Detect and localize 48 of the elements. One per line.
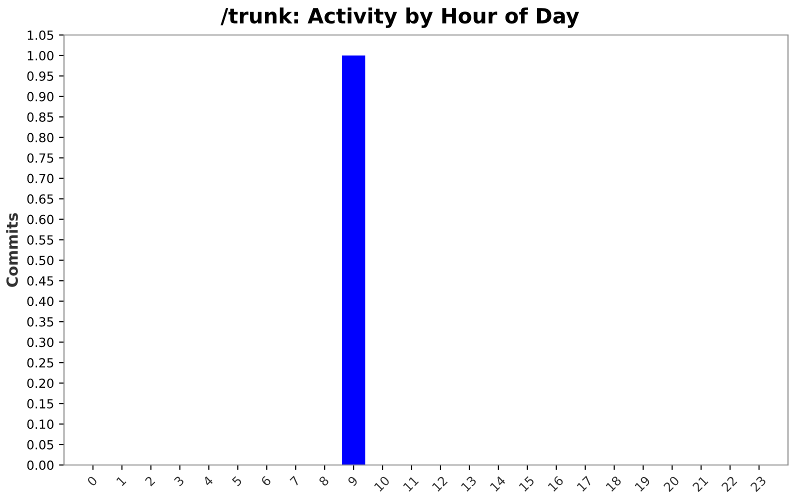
x-tick-label: 2 xyxy=(144,476,156,486)
y-tick-label: 0.05 xyxy=(27,440,54,450)
x-tick-label: 13 xyxy=(460,476,477,492)
y-tick-label: 0.30 xyxy=(27,338,54,348)
y-tick-label: 0.75 xyxy=(27,153,54,163)
x-tick-label: 8 xyxy=(318,475,330,487)
x-tick-label: 23 xyxy=(750,476,767,492)
x-tick-label: 18 xyxy=(605,475,622,492)
y-axis-title: Commits xyxy=(6,213,18,287)
x-tick-label: 20 xyxy=(663,475,680,492)
y-tick-label: 0.70 xyxy=(27,174,54,184)
x-tick-label: 16 xyxy=(548,475,564,492)
y-tick-label: 0.00 xyxy=(27,460,54,470)
x-tick-label: 22 xyxy=(720,476,738,492)
y-tick-label: 0.60 xyxy=(27,214,54,224)
y-tick-label: 0.80 xyxy=(27,132,54,142)
x-tick-label: 9 xyxy=(347,476,358,487)
x-tick-label: 4 xyxy=(202,475,214,487)
x-tick-label: 10 xyxy=(374,475,390,492)
x-tick-label: 5 xyxy=(232,476,242,487)
y-tick-label: 0.90 xyxy=(27,92,54,102)
x-tick-label: 7 xyxy=(290,476,300,486)
x-tick-label: 21 xyxy=(692,476,708,492)
x-tick-label: 0 xyxy=(86,475,98,487)
y-tick-label: 1.05 xyxy=(28,30,54,40)
y-tick-label: 0.50 xyxy=(27,256,54,266)
x-tick-label: 6 xyxy=(260,475,272,487)
y-tick-label: 0.35 xyxy=(27,317,54,327)
x-tick-label: 19 xyxy=(634,476,651,492)
y-tick-label: 0.65 xyxy=(27,194,54,204)
y-tick-label: 0.10 xyxy=(27,420,54,429)
y-tick-label: 0.20 xyxy=(27,378,54,388)
y-tick-label: 0.95 xyxy=(27,71,54,81)
chart-title: /trunk: Activity by Hour of Day xyxy=(220,8,580,28)
y-tick-label: 0.40 xyxy=(27,296,54,306)
x-tick-label: 11 xyxy=(402,476,419,492)
y-tick-label: 0.45 xyxy=(27,276,54,286)
x-tick-label: 1 xyxy=(116,476,126,486)
x-tick-label: 14 xyxy=(490,475,506,492)
y-tick-label: 1.00 xyxy=(28,50,54,60)
y-tick-label: 0.25 xyxy=(27,358,54,368)
x-tick-label: 3 xyxy=(174,476,185,487)
y-tick-label: 0.85 xyxy=(27,112,54,122)
y-tick-label: 0.15 xyxy=(27,399,54,408)
y-tick-label: 0.55 xyxy=(27,235,54,245)
x-tick-label: 15 xyxy=(518,476,535,492)
x-tick-label: 17 xyxy=(576,476,593,492)
x-tick-label: 12 xyxy=(432,476,448,492)
